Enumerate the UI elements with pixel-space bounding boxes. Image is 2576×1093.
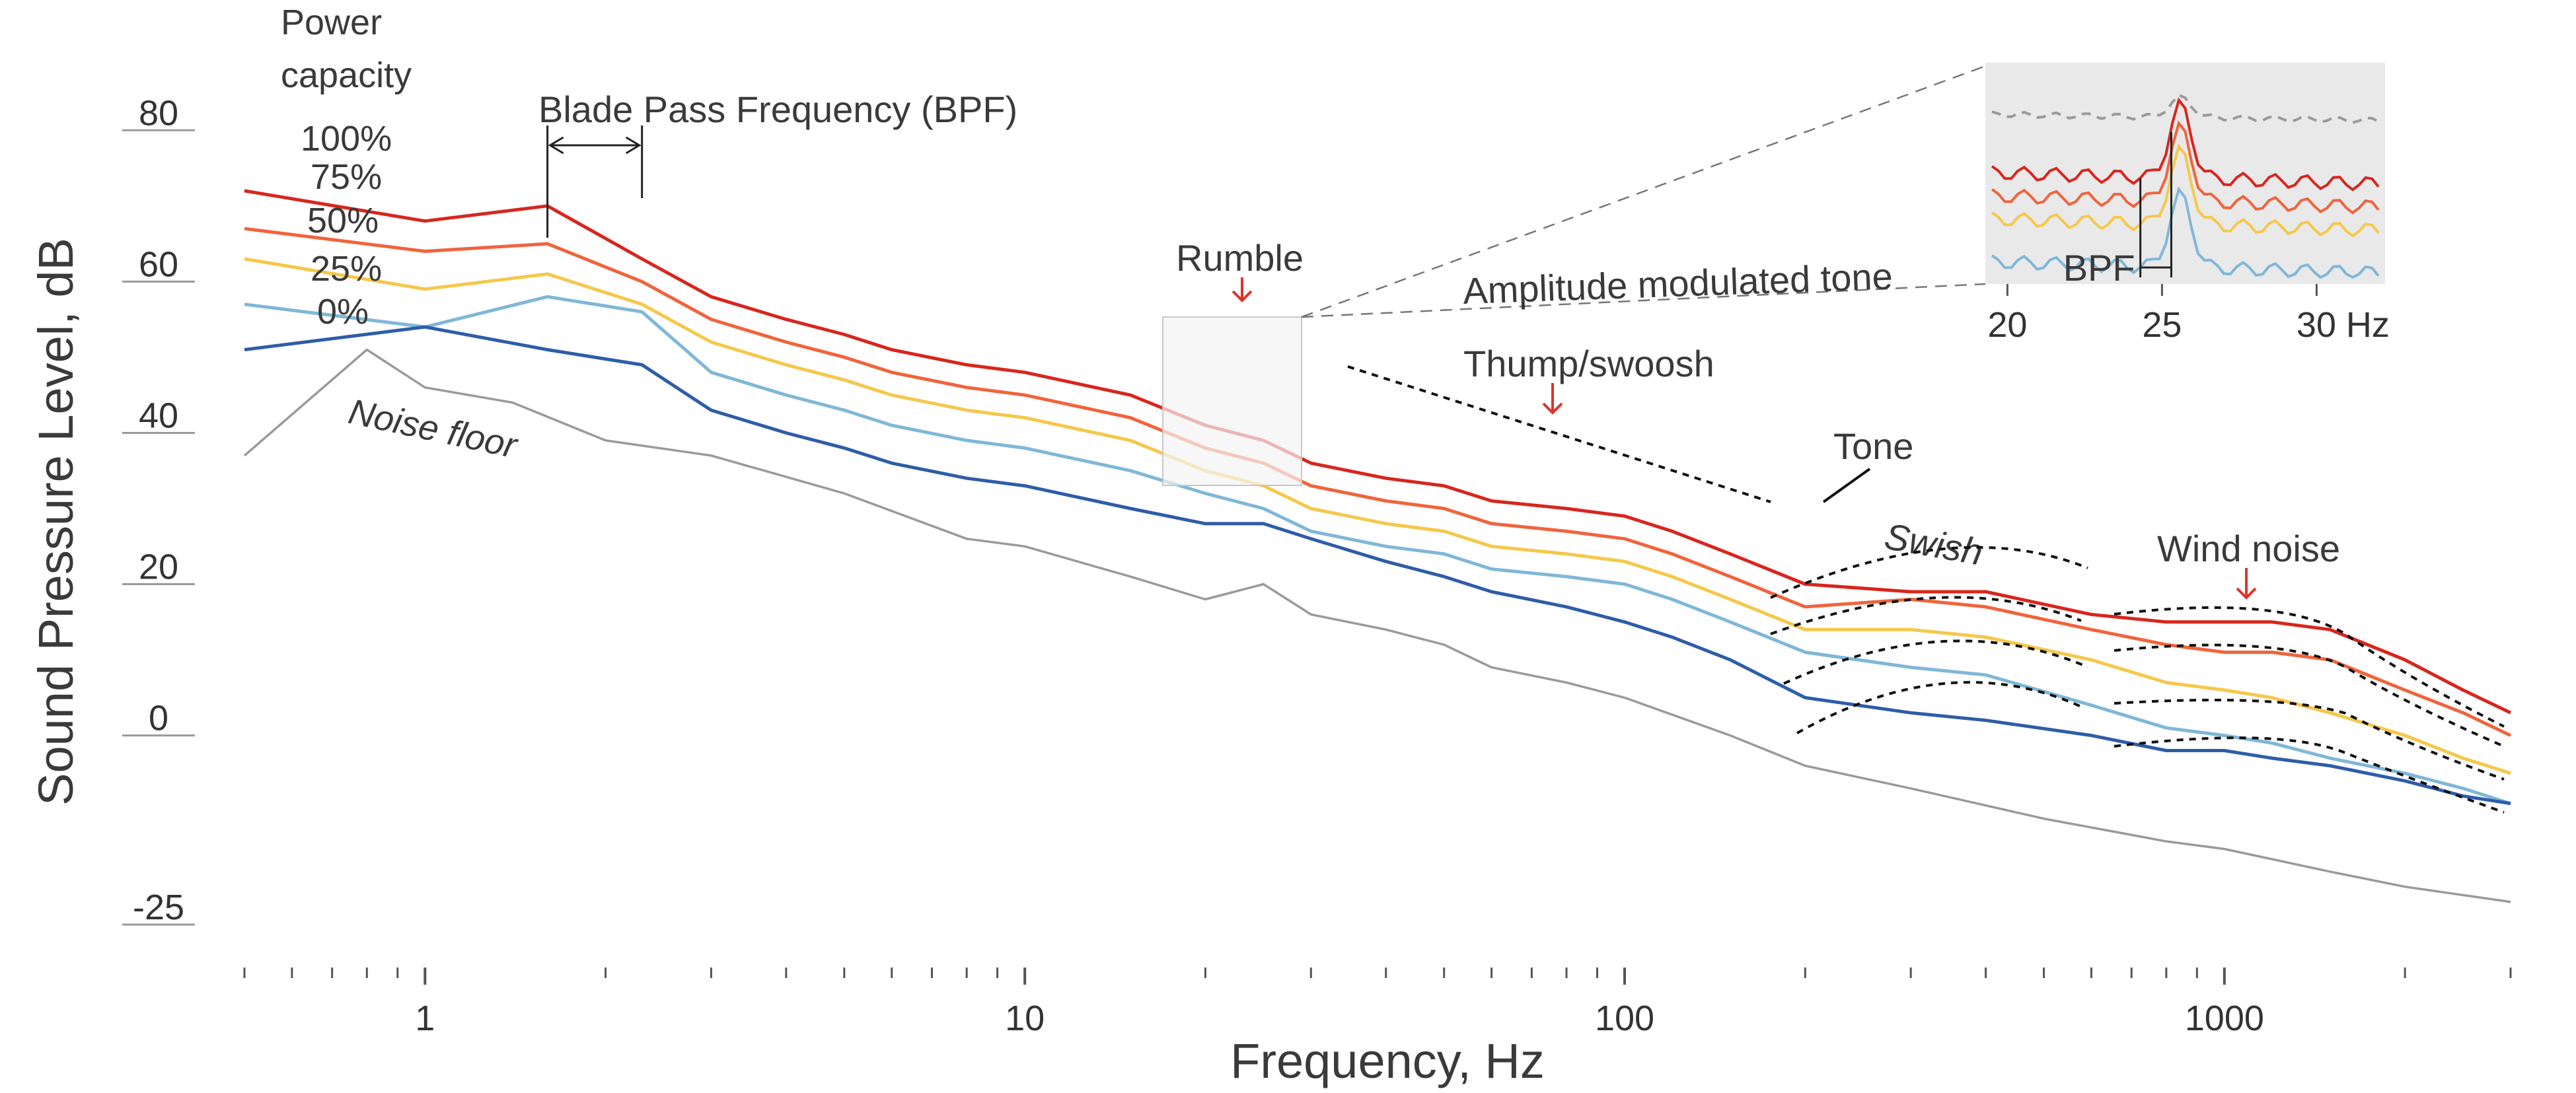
y-tick-label: 80 xyxy=(139,93,178,133)
series-label: 0% xyxy=(317,292,369,332)
zoom-connector xyxy=(1301,65,1986,318)
x-axis-title: Frequency, Hz xyxy=(1230,1034,1545,1088)
x-tick-label: 1 xyxy=(415,999,435,1038)
annotation-label: Wind noise xyxy=(2157,528,2340,569)
legend-title-line2: capacity xyxy=(281,55,412,95)
inset-series-line xyxy=(1991,97,2380,192)
y-tick-label: 40 xyxy=(139,396,178,435)
annotation-label: Rumble xyxy=(1176,237,1304,279)
bpf-arrowhead xyxy=(548,136,564,155)
annotation-label: Tone xyxy=(1833,425,1913,467)
series-label: 100% xyxy=(301,119,392,159)
inset-background xyxy=(1985,63,2385,284)
annotation-arrowhead xyxy=(2236,587,2257,600)
zoom-connector xyxy=(1301,283,1986,318)
series-line xyxy=(244,295,2511,806)
series-label: 25% xyxy=(311,249,382,289)
thump-trend-line xyxy=(1347,365,1771,503)
inset-series-line xyxy=(1991,93,2379,124)
inset-zoom: 20 25 30 Hz BPF xyxy=(1985,63,2390,345)
wind-envelope xyxy=(2114,736,2505,814)
series-line xyxy=(244,189,2512,715)
annotation-label: Swish xyxy=(1882,515,1986,573)
bpf-arrowhead xyxy=(625,136,642,155)
series-line xyxy=(244,257,2511,775)
series-label-noise: Noise floor xyxy=(346,392,522,466)
swish-envelope xyxy=(1783,639,2088,685)
series-label: 50% xyxy=(307,201,379,240)
inset-x-tick-label: 25 xyxy=(2142,305,2182,345)
annotation-label: Amplitude modulated tone xyxy=(1462,255,1893,312)
inset-series-line xyxy=(1991,186,2380,279)
series-label: 75% xyxy=(311,157,382,197)
annotation-arrowhead xyxy=(1542,402,1563,415)
series-line xyxy=(244,227,2512,737)
wind-envelope xyxy=(2114,643,2505,748)
y-axis-title: Sound Pressure Level, dB xyxy=(28,238,83,806)
x-tick-label: 100 xyxy=(1595,999,1654,1038)
inset-series-line xyxy=(1991,143,2380,238)
wind-envelope xyxy=(2114,699,2505,781)
y-tick-label: 0 xyxy=(149,699,168,738)
swish-envelope xyxy=(1796,681,2082,734)
series-line xyxy=(243,348,2511,903)
y-axis: 80 60 40 20 0 -25 xyxy=(122,93,195,927)
x-tick-label: 10 xyxy=(1005,999,1045,1038)
y-tick-label: 60 xyxy=(139,244,178,284)
inset-series-line xyxy=(1991,120,2380,215)
x-tick-label: 1000 xyxy=(2185,999,2264,1038)
inset-x-tick-label: 20 xyxy=(1987,305,2027,345)
swish-envelope xyxy=(1770,596,2082,635)
inset-bpf-label: BPF xyxy=(2063,247,2135,289)
series-line xyxy=(244,325,2511,806)
legend-title-line1: Power xyxy=(281,3,382,42)
x-axis: 1 10 100 1000 xyxy=(243,968,2512,1038)
annotation-arrowhead xyxy=(1232,290,1253,302)
swish-envelope xyxy=(1770,546,2088,599)
tone-leader xyxy=(1822,468,1871,503)
inset-x-tick-label: 30 Hz xyxy=(2297,305,2390,345)
wind-envelope xyxy=(2114,606,2505,728)
y-tick-label: 20 xyxy=(139,547,178,587)
annotation-label: Thump/swoosh xyxy=(1463,343,1714,384)
annotation-label: Blade Pass Frequency (BPF) xyxy=(538,88,1017,130)
rumble-zoom-box xyxy=(1162,316,1302,486)
y-tick-label: -25 xyxy=(133,888,184,927)
